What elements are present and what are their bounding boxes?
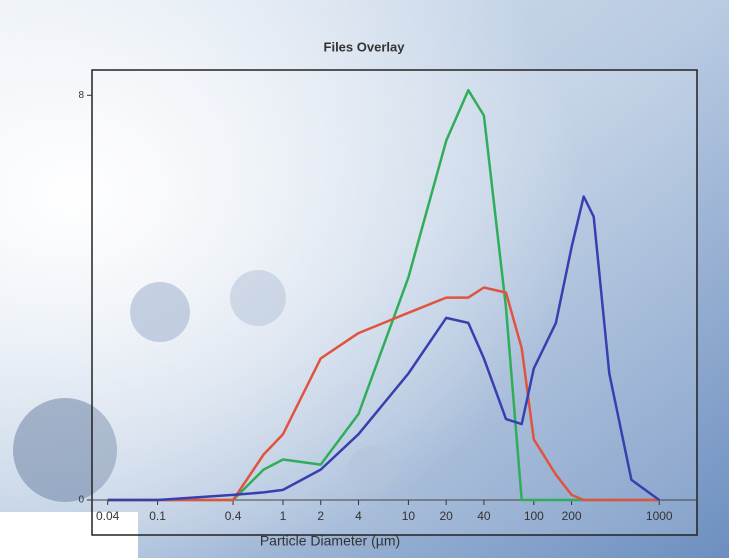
- x-tick-label: 4: [355, 509, 362, 523]
- x-tick-label: 200: [562, 509, 582, 523]
- bubble: [130, 282, 190, 342]
- x-tick-label: 20: [439, 509, 453, 523]
- x-tick-label: 0.1: [149, 509, 166, 523]
- x-axis-title: Particle Diameter (µm): [260, 533, 400, 549]
- x-tick-label: 0.4: [225, 509, 242, 523]
- x-tick-label: 0.04: [96, 509, 120, 523]
- x-tick-label: 40: [477, 509, 491, 523]
- x-tick-label: 100: [524, 509, 544, 523]
- x-tick-label: 1: [280, 509, 287, 523]
- plot-frame: [91, 69, 698, 536]
- series-line: [107, 195, 660, 502]
- x-tick-label: 2: [317, 509, 324, 523]
- bubble: [13, 398, 117, 502]
- x-tick-label: 10: [402, 509, 416, 523]
- y-tick-label: 0: [78, 495, 84, 506]
- x-tick-label: 1000: [646, 509, 673, 523]
- series-line: [107, 286, 660, 502]
- bubble: [230, 270, 286, 326]
- y-tick-label: 8: [78, 90, 84, 101]
- bubble: [348, 446, 396, 494]
- chart-title: Files Overlay: [324, 39, 406, 54]
